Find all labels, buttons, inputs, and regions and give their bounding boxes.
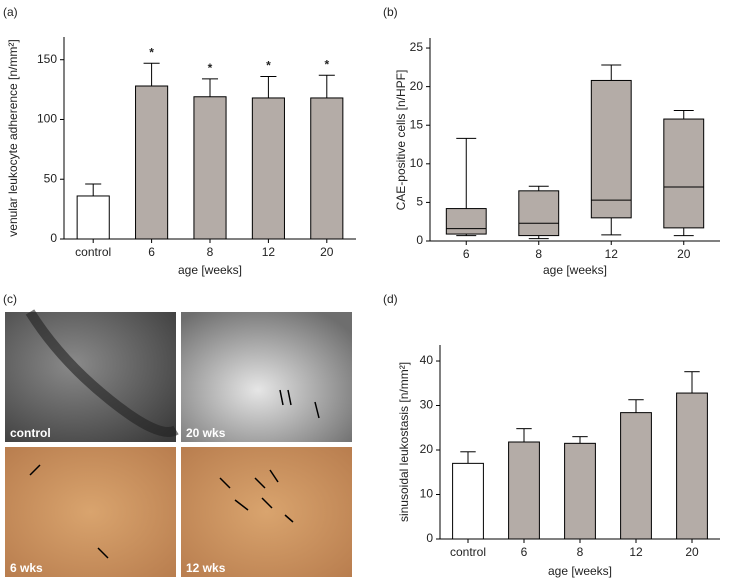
y-tick-label: 0 [416,233,423,247]
significance-mark: * [266,59,271,73]
x-tick-label: control [450,545,486,559]
image [181,447,352,577]
panel-label: (a) [3,5,18,19]
box [445,208,487,235]
y-tick-label: 25 [410,40,424,54]
significance-mark: * [208,61,213,75]
y-tick-label: 20 [420,442,434,456]
y-tick-label: 50 [44,171,58,185]
bar [564,442,596,540]
image [5,447,176,577]
x-tick-label: 6 [148,245,155,259]
y-tick-label: 15 [410,117,424,131]
y-tick-label: 100 [37,112,57,126]
bar [508,441,540,540]
bar [135,85,169,240]
y-tick-label: 0 [426,531,433,545]
image-label: 20 wks [186,426,226,440]
significance-mark: * [149,45,154,59]
arrows [29,389,320,559]
image-label: 6 wks [10,561,43,575]
x-tick-label: 6 [463,247,470,261]
panel-label: (b) [383,5,398,19]
x-tick-label: 8 [577,545,584,559]
y-tick-label: 10 [410,156,424,170]
x-axis-label: age [weeks] [178,263,242,277]
x-tick-label: 12 [262,245,276,259]
y-tick-label: 30 [420,398,434,412]
y-tick-label: 5 [416,195,423,209]
micrographs [5,309,352,577]
y-tick-label: 40 [420,353,434,367]
y-tick-label: 0 [50,231,57,245]
image-label: control [10,426,51,440]
x-tick-label: control [75,245,111,259]
x-axis-label: age [weeks] [543,263,607,277]
x-tick-label: 8 [535,247,542,261]
box [518,190,560,237]
y-axis-label: sinusoidal leukostasis [n/mm²] [397,362,411,522]
bar [676,392,708,540]
significance-mark: * [324,57,329,71]
x-axis-label: age [weeks] [548,564,612,578]
bar [310,97,344,240]
image-label: 12 wks [186,561,226,575]
y-tick-label: 20 [410,79,424,93]
x-tick-label: 8 [207,245,214,259]
panel-label: (d) [383,292,398,306]
y-axis-label: CAE-positive cells [n/HPF] [394,70,408,211]
y-tick-label: 10 [420,487,434,501]
bar [452,462,484,540]
panel-label: (c) [3,292,17,306]
box [590,79,632,219]
bar [193,96,227,240]
y-tick-label: 150 [37,52,57,66]
x-tick-label: 6 [521,545,528,559]
bar [251,97,285,240]
vessel [25,309,179,437]
y-axis-label: venular leukocyte adherence [n/mm²] [6,39,20,236]
image [181,312,352,442]
x-tick-label: 12 [605,247,619,261]
box [663,118,705,229]
bar [620,412,652,540]
x-tick-label: 20 [677,247,691,261]
x-tick-label: 12 [629,545,643,559]
bar [76,195,110,240]
x-tick-label: 20 [685,545,699,559]
x-tick-label: 20 [320,245,334,259]
